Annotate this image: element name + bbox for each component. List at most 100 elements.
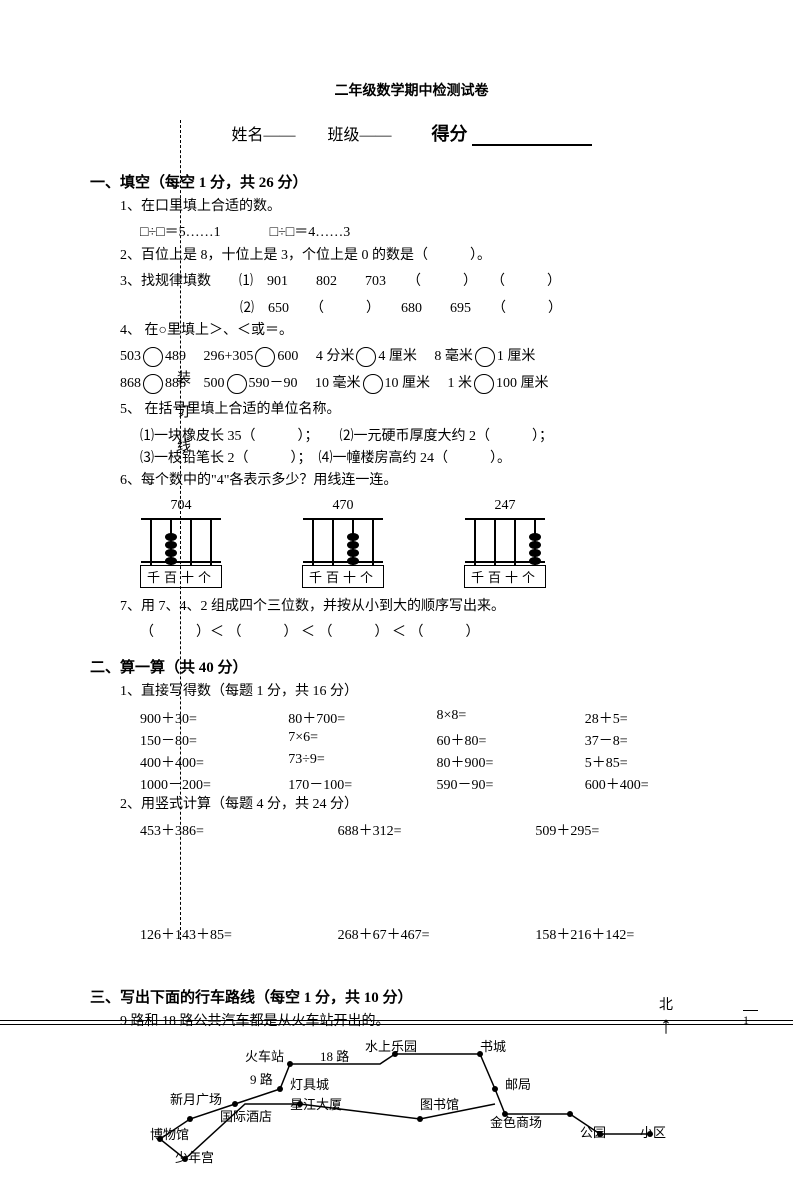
abacus-label: 千百十个 <box>140 565 222 588</box>
abacus-label: 千百十个 <box>464 565 546 588</box>
calc-cell: 37－8= <box>585 730 733 750</box>
footer-line-2 <box>0 1024 793 1025</box>
q6: 6、每个数中的"4"各表示多少？用线连一连。 <box>120 470 733 492</box>
q4r2f: 10 厘米 <box>385 376 431 391</box>
circle-icon <box>143 347 163 367</box>
abacus-label: 千百十个 <box>302 565 384 588</box>
abacus-num-3: 247 <box>495 498 516 514</box>
route-map-container: 北 ↑ 火车站 18 路 水上乐园 书城 9 路 灯具城 邮局 新月广场 国际酒… <box>120 1044 733 1194</box>
q7: 7、用 7、4、2 组成四个三位数，并按从小到大的顺序写出来。 <box>120 596 733 618</box>
q1: 1、在口里填上合适的数。 <box>120 196 733 218</box>
section2-title: 二、算一算（共 40 分） <box>90 656 733 677</box>
q4r2e: 10 毫米 <box>315 376 361 391</box>
q4r1f: 4 厘米 <box>378 349 417 364</box>
circle-icon <box>227 374 247 394</box>
footer-line-1 <box>0 1020 793 1021</box>
calc-cell: 590－90= <box>437 774 585 794</box>
north-indicator: 北 ↑ <box>659 994 673 1038</box>
q4-row1: 503 489 296+305 600 4 分米 4 厘米 8 毫米 1 厘米 <box>120 346 733 368</box>
calc-cell: 268＋67＋467= <box>338 924 536 944</box>
header-line: 姓名—— 班级—— 得分 <box>90 120 733 146</box>
abacus-frame <box>303 518 383 563</box>
workspace <box>90 840 733 920</box>
calc2b-row: 126＋143＋85= 268＋67＋467= 158＋216＋142= <box>140 924 733 944</box>
route-map-svg <box>90 1044 710 1194</box>
calc-cell: 80＋700= <box>288 708 436 728</box>
calc-cell: 150－80= <box>140 730 288 750</box>
section3-title: 三、写出下面的行车路线（每空 1 分，共 10 分） <box>90 986 733 1007</box>
section1-title: 一、填空（每空 1 分，共 26 分） <box>90 171 733 192</box>
stop-library: 图书馆 <box>420 1094 459 1113</box>
stop-moon: 新月广场 <box>170 1089 222 1108</box>
page-number: 1 <box>743 1010 758 1028</box>
q3b: ⑵ 650 （ ） 680 695 （ ） <box>240 298 733 320</box>
q4r2d: 590－90 <box>249 376 298 391</box>
circle-icon <box>255 347 275 367</box>
stop-r9: 9 路 <box>250 1069 273 1088</box>
circle-icon <box>363 374 383 394</box>
q5a: ⑴一块橡皮长 35（ ）； ⑵一元硬币厚度大约 2（ ）； <box>140 426 733 448</box>
abacus-row: 704 千百十个 470 千百十个 247 千百十个 <box>140 498 733 588</box>
s3desc: 9 路和 18 路公共汽车都是从火车站开出的。 <box>120 1011 733 1033</box>
calc-cell: 7×6= <box>288 730 436 750</box>
q4-row2: 868886 500590－90 10 毫米10 厘米 1 米100 厘米 <box>120 373 733 395</box>
abacus-num-1: 704 <box>171 498 192 514</box>
stop-park: 公园 <box>580 1122 606 1141</box>
class-label: 班级—— <box>328 127 392 144</box>
name-label: 姓名—— <box>231 127 295 144</box>
s2q1: 1、直接写得数（每题 1 分，共 16 分） <box>120 681 733 703</box>
q3: 3、找规律填数 ⑴ 901 802 703 （ ） （ ） <box>120 271 733 293</box>
q5: 5、 在括号里填上合适的单位名称。 <box>120 399 733 421</box>
calc-cell: 60＋80= <box>437 730 585 750</box>
stop-book: 书城 <box>480 1036 506 1055</box>
calc-cell: 28＋5= <box>585 708 733 728</box>
q4r1a: 503 <box>120 349 141 364</box>
workspace <box>90 944 733 974</box>
abacus-3: 247 千百十个 <box>464 498 546 588</box>
abacus-frame <box>141 518 221 563</box>
q4r1h: 1 厘米 <box>497 349 536 364</box>
calc-cell: 80＋900= <box>437 752 585 772</box>
abacus-frame <box>465 518 545 563</box>
abacus-2: 470 千百十个 <box>302 498 384 588</box>
calc-cell: 73÷9= <box>288 752 436 772</box>
q1b: □÷□＝4……3 <box>270 225 351 240</box>
stop-post: 邮局 <box>505 1074 531 1093</box>
stop-area: 小区 <box>640 1122 666 1141</box>
stop-r18: 18 路 <box>320 1046 349 1065</box>
circle-icon <box>356 347 376 367</box>
binding-text: 装订线 <box>172 370 192 472</box>
q1-sub: □÷□＝5……1 □÷□＝4……3 <box>140 222 733 244</box>
calc-cell: 170－100= <box>288 774 436 794</box>
calc-cell: 400＋400= <box>140 752 288 772</box>
calc-cell: 900＋30= <box>140 708 288 728</box>
page-num-text: 1 <box>743 1013 749 1027</box>
q4r1e: 4 分米 <box>316 349 355 364</box>
q4r1b: 489 <box>165 349 186 364</box>
abacus-1: 704 千百十个 <box>140 498 222 588</box>
score-label: 得分 <box>432 124 468 144</box>
stop-lamp: 灯具城 <box>290 1074 329 1093</box>
q4r2a: 868 <box>120 376 141 391</box>
stop-youth: 少年宫 <box>175 1147 214 1166</box>
calc-grid: 900＋30= 80＋700= 8×8= 28＋5= 150－80= 7×6= … <box>140 708 733 794</box>
stop-water: 水上乐园 <box>365 1036 417 1055</box>
q4r1g: 8 毫米 <box>434 349 473 364</box>
calc-cell: 8×8= <box>437 708 585 728</box>
calc-cell: 126＋143＋85= <box>140 924 338 944</box>
circle-icon <box>475 347 495 367</box>
stop-train: 火车站 <box>245 1046 284 1065</box>
q4r1c: 296+305 <box>204 349 254 364</box>
q4r2c: 500 <box>204 376 225 391</box>
calc-cell: 509＋295= <box>535 820 733 840</box>
north-label: 北 <box>659 994 673 1014</box>
calc-cell: 1000－200= <box>140 774 288 794</box>
score-underline <box>472 144 592 146</box>
stop-star: 星江大厦 <box>290 1094 342 1113</box>
q4r2h: 100 厘米 <box>496 376 549 391</box>
q4r2g: 1 米 <box>448 376 473 391</box>
q2: 2、百位上是 8，十位上是 3，个位上是 0 的数是（ ）。 <box>120 245 733 267</box>
circle-icon <box>474 374 494 394</box>
calc-cell: 453＋386= <box>140 820 338 840</box>
q4r1d: 600 <box>277 349 298 364</box>
